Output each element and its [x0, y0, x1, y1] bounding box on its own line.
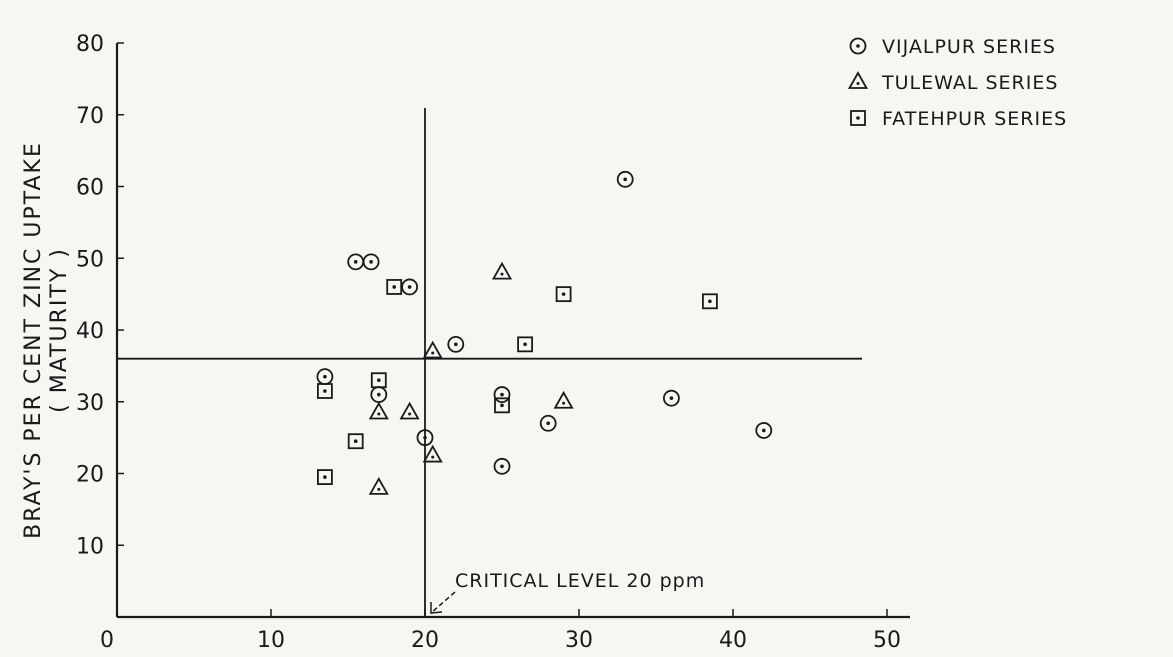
fatehpur-point	[316, 469, 333, 485]
x-tick-label: 50	[873, 628, 901, 653]
y-tick-label: 40	[76, 319, 104, 344]
vijalpur-point	[663, 389, 680, 407]
legend: VIJALPUR SERIES TULEWAL SERIES FATEHPUR SE…	[847, 36, 1067, 130]
x-tick-label: 10	[257, 628, 285, 653]
tulewal-point	[399, 401, 420, 420]
y-axis-title: BRAY'S PER CENT ZINC UPTAKE	[21, 141, 46, 539]
fatehpur-point	[386, 279, 403, 295]
fatehpur-point	[494, 397, 510, 414]
vijalpur-point	[416, 429, 434, 447]
fatehpur-point	[517, 336, 533, 353]
vijalpur-point	[539, 414, 557, 432]
vijalpur-point	[316, 368, 334, 386]
x-tick-label: 40	[719, 628, 747, 653]
x-tick-labels: 0 10 20 30 40 50	[100, 609, 901, 653]
y-tick-label: 80	[76, 32, 104, 57]
y-tick-label: 60	[76, 176, 104, 201]
legend-tulewal-label: TULEWAL SERIES	[881, 72, 1058, 94]
vijalpur-point	[370, 386, 388, 403]
vijalpur-point	[447, 335, 465, 353]
fatehpur-point	[702, 293, 718, 310]
y-axis-subtitle: ( MATURITY )	[47, 247, 72, 413]
y-tick-label: 10	[76, 534, 104, 559]
fatehpur-point	[316, 383, 333, 399]
vijalpur-point	[362, 253, 380, 271]
legend-vijalpur-label: VIJALPUR SERIES	[882, 36, 1056, 58]
legend-fatehpur-label: FATEHPUR SERIES	[882, 108, 1067, 130]
vijalpur-point	[616, 170, 634, 188]
critical-level-arrow	[430, 591, 456, 614]
y-tick-label: 30	[76, 391, 104, 416]
legend-fatehpur-marker	[850, 110, 866, 126]
data-points	[316, 170, 773, 495]
legend-vijalpur-marker	[849, 37, 867, 55]
x-tick-label: 0	[100, 628, 114, 653]
vijalpur-point	[347, 253, 365, 271]
critical-level-label: CRITICAL LEVEL 20 ppm	[455, 570, 705, 592]
legend-tulewal-marker	[847, 71, 869, 89]
axes	[115, 43, 910, 619]
y-tick-label: 50	[76, 247, 104, 272]
vijalpur-point	[755, 422, 773, 439]
tulewal-point	[491, 261, 513, 280]
vijalpur-point	[401, 278, 419, 296]
y-tick-label: 20	[76, 463, 104, 488]
critical-level-arrowhead	[430, 602, 443, 614]
x-tick-label: 20	[411, 628, 439, 653]
x-tick-label: 30	[565, 628, 593, 653]
fatehpur-point	[347, 433, 364, 450]
tulewal-point	[553, 390, 574, 409]
reference-lines	[118, 108, 862, 617]
tulewal-point	[368, 477, 389, 495]
tulewal-point	[368, 401, 389, 420]
y-tick-labels: 10 20 30 40 50 60 70 80	[76, 32, 124, 559]
fatehpur-point	[555, 286, 572, 303]
vijalpur-point	[493, 386, 511, 403]
vijalpur-point	[493, 457, 511, 475]
critical-level-annotation: CRITICAL LEVEL 20 ppm	[430, 570, 705, 614]
tulewal-point	[422, 444, 443, 463]
fatehpur-point	[370, 372, 387, 389]
y-tick-label: 70	[76, 104, 104, 129]
tulewal-point	[422, 340, 443, 359]
